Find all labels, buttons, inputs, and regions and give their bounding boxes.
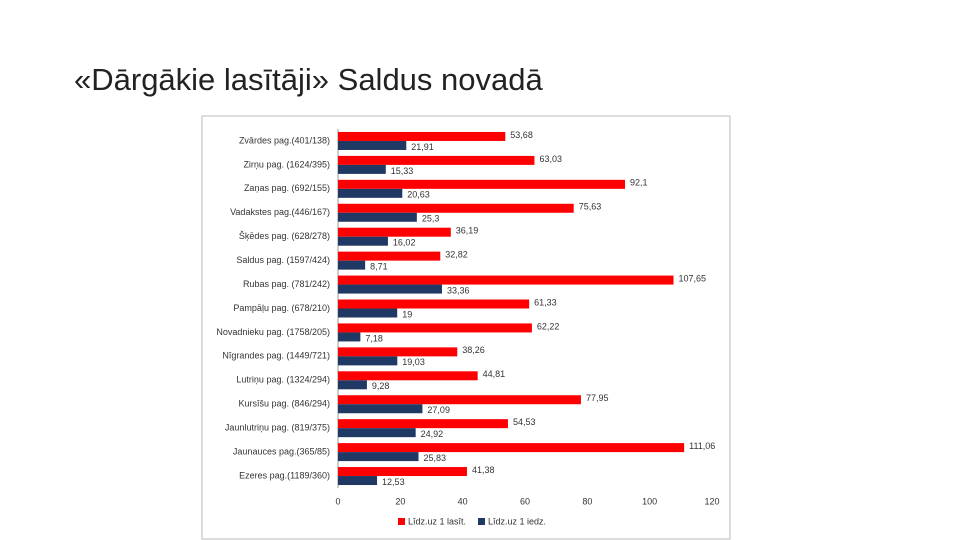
- y-tick-label: Vadakstes pag.(446/167): [230, 207, 330, 217]
- data-label: 92,1: [630, 178, 648, 188]
- bar: [338, 467, 467, 477]
- bar: [338, 299, 530, 309]
- data-label: 24,92: [421, 429, 444, 439]
- data-label: 75,63: [579, 202, 602, 212]
- bar: [338, 188, 403, 198]
- data-label: 12,53: [382, 477, 405, 487]
- x-tick-label: 60: [520, 496, 530, 506]
- x-tick-label: 40: [458, 496, 468, 506]
- y-tick-label: Šķēdes pag. (628/278): [239, 231, 330, 241]
- y-tick-label: Zaņas pag. (692/155): [244, 183, 330, 193]
- y-tick-label: Saldus pag. (1597/424): [236, 255, 330, 265]
- data-label: 32,82: [445, 250, 468, 260]
- bar: [338, 308, 398, 318]
- data-label: 54,53: [513, 417, 536, 427]
- y-tick-label: Novadnieku pag. (1758/205): [216, 327, 330, 337]
- bar: [338, 179, 626, 189]
- data-label: 44,81: [483, 369, 506, 379]
- bar: [338, 131, 506, 141]
- data-label: 27,09: [427, 405, 450, 415]
- slide-title: «Dārgākie lasītāji» Saldus novadā: [74, 62, 543, 97]
- y-tick-label: Nīgrandes pag. (1449/721): [222, 351, 330, 361]
- data-label: 41,38: [472, 465, 495, 475]
- x-tick-label: 120: [704, 496, 719, 506]
- data-label: 61,33: [534, 297, 557, 307]
- data-label: 63,03: [539, 154, 562, 164]
- data-label: 9,28: [372, 381, 390, 391]
- bar: [338, 275, 674, 285]
- data-label: 8,71: [370, 262, 388, 272]
- bar: [338, 236, 388, 246]
- legend-swatch: [478, 518, 485, 525]
- x-tick-label: 80: [582, 496, 592, 506]
- bar: [338, 284, 442, 294]
- data-label: 107,65: [679, 273, 707, 283]
- data-label: 19,03: [402, 357, 425, 367]
- x-tick-label: 0: [335, 496, 340, 506]
- y-tick-label: Ezeres pag.(1189/360): [239, 470, 330, 480]
- bar: [338, 476, 378, 486]
- data-label: 20,63: [407, 190, 430, 200]
- bar: [338, 395, 581, 405]
- data-label: 7,18: [365, 333, 383, 343]
- legend-label: Līdz.uz 1 lasīt.: [408, 516, 466, 526]
- y-tick-label: Jaunauces pag.(365/85): [233, 446, 330, 456]
- bar: [338, 452, 419, 462]
- data-label: 33,36: [447, 285, 470, 295]
- data-label: 16,02: [393, 238, 416, 248]
- legend-swatch: [398, 518, 405, 525]
- data-label: 62,22: [537, 321, 560, 331]
- bar: [338, 356, 398, 366]
- bar: [338, 251, 441, 261]
- y-tick-label: Zvārdes pag.(401/138): [239, 135, 330, 145]
- data-label: 25,3: [422, 214, 440, 224]
- bar: [338, 428, 416, 438]
- y-tick-label: Jaunlutriņu pag. (819/375): [225, 423, 330, 433]
- data-label: 38,26: [462, 345, 485, 355]
- bar: [338, 323, 532, 333]
- x-tick-label: 20: [395, 496, 405, 506]
- data-label: 21,91: [411, 142, 434, 152]
- y-tick-label: Kursīšu pag. (846/294): [238, 399, 330, 409]
- data-label: 19: [402, 309, 412, 319]
- x-tick-label: 100: [642, 496, 657, 506]
- bar: [338, 380, 367, 390]
- bar: [338, 164, 386, 174]
- bar: [338, 203, 574, 213]
- bar: [338, 404, 423, 414]
- legend-label: Līdz.uz 1 iedz.: [488, 516, 546, 526]
- y-tick-label: Lutriņu pag. (1324/294): [236, 375, 330, 385]
- bar: [338, 443, 685, 453]
- y-tick-label: Pampāļu pag. (678/210): [233, 303, 330, 313]
- bar: [338, 140, 407, 150]
- bar: [338, 332, 361, 342]
- data-label: 36,19: [456, 226, 479, 236]
- data-label: 77,95: [586, 393, 609, 403]
- data-label: 15,33: [391, 166, 414, 176]
- bar: [338, 347, 458, 357]
- bar: [338, 212, 417, 222]
- data-label: 111,06: [689, 441, 715, 451]
- bar: [338, 260, 366, 270]
- bar: [338, 227, 451, 237]
- y-tick-label: Rubas pag. (781/242): [243, 279, 330, 289]
- bar: [338, 155, 535, 165]
- bar: [338, 371, 478, 381]
- y-tick-label: Zirņu pag. (1624/395): [243, 159, 330, 169]
- bar: [338, 419, 508, 429]
- data-label: 53,68: [510, 130, 533, 140]
- data-label: 25,83: [424, 453, 447, 463]
